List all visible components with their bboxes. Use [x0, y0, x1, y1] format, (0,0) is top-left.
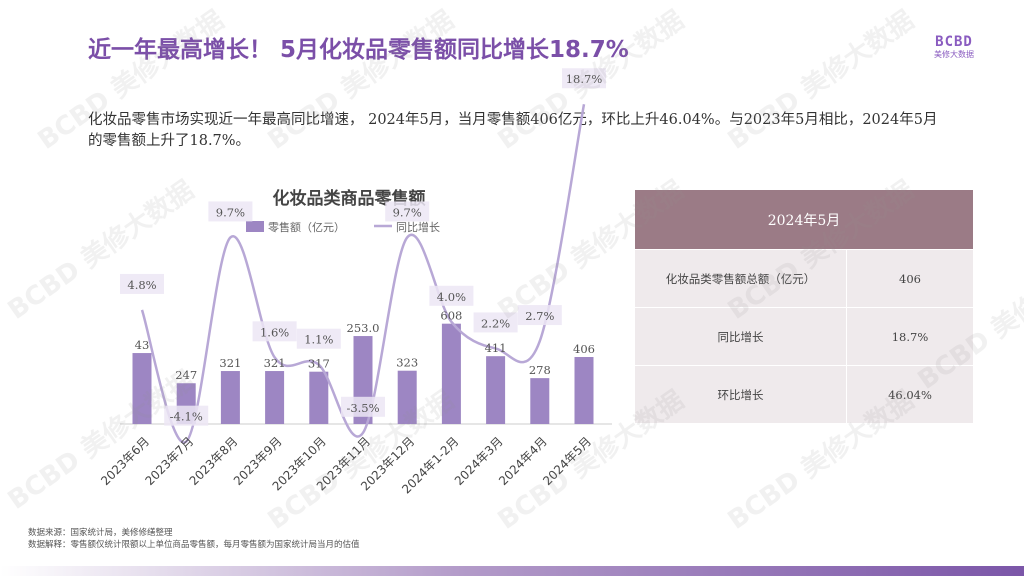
- line-label-box: [385, 201, 430, 222]
- logo-mark: BCBD: [935, 34, 973, 50]
- line-value-label: 2.7%: [525, 309, 554, 323]
- line-label-box: [208, 201, 253, 222]
- line-value-label: 1.1%: [304, 333, 333, 347]
- table-row-value: 18.7%: [846, 307, 974, 366]
- line-value-label: -3.5%: [346, 401, 379, 415]
- data-explanation-note: 数据解释：零售额仅统计限额以上单位商品零售额，每月零售额为国家统计局当月的估值: [28, 540, 360, 550]
- line-label-box: [120, 273, 164, 294]
- table-row-value: 406: [846, 249, 974, 308]
- line-value-label: 4.8%: [127, 278, 156, 292]
- bar: [265, 371, 285, 424]
- line-label-box: [562, 68, 606, 89]
- summary-table: 2024年5月 化妆品类零售额总额（亿元） 406 同比增长 18.7% 环比增…: [634, 189, 974, 424]
- bar-value-label: 321: [264, 356, 286, 370]
- legend-bar-swatch: [246, 221, 264, 232]
- legend-line-label: 同比增长: [396, 220, 440, 234]
- table-row-value: 46.04%: [846, 365, 974, 424]
- line-label-box: [517, 305, 562, 326]
- bar: [220, 371, 240, 424]
- table-row-label: 化妆品类零售额总额（亿元）: [634, 249, 847, 308]
- line-value-label: 9.7%: [393, 205, 422, 219]
- line-label-box: [296, 328, 341, 349]
- logo-subtitle: 美修大数据: [934, 50, 974, 59]
- page-title: 近一年最高增长！ 5月化妆品零售额同比增长18.7%: [88, 37, 629, 63]
- line-value-label: 18.7%: [566, 72, 603, 86]
- table-row: 同比增长 18.7%: [634, 307, 974, 366]
- bar-value-label: 43: [135, 338, 150, 352]
- intro-paragraph: 化妆品零售市场实现近一年最高同比增速， 2024年5月，当月零售额406亿元，环…: [88, 112, 938, 149]
- brand-logo: BCBD 美修大数据: [926, 34, 982, 60]
- bar-value-label: 411: [485, 341, 507, 355]
- line-value-label: 2.2%: [481, 316, 510, 330]
- bar: [397, 370, 417, 424]
- bar-value-label: 323: [396, 356, 418, 370]
- table-row-label: 同比增长: [634, 307, 847, 366]
- bar-value-label: 317: [308, 357, 330, 371]
- bar: [309, 371, 329, 424]
- line-label-box: [164, 405, 209, 426]
- line-value-label: 4.0%: [437, 290, 466, 304]
- table-row-label: 环比增长: [634, 365, 847, 424]
- bar-value-label: 608: [440, 309, 462, 323]
- legend-bar-label: 零售额（亿元）: [268, 220, 345, 234]
- line-value-label: 1.6%: [260, 325, 289, 339]
- line-label-box: [429, 285, 474, 306]
- bar: [132, 353, 152, 424]
- bar: [574, 357, 594, 424]
- bar: [486, 356, 506, 424]
- bar: [441, 323, 461, 424]
- footnotes: 数据来源：国家统计局，美修修缮整理 数据解释：零售额仅统计限额以上单位商品零售额…: [28, 527, 360, 551]
- line-value-label: 9.7%: [216, 205, 245, 219]
- line-value-label: -4.1%: [170, 410, 203, 424]
- table-header: 2024年5月: [634, 189, 974, 250]
- line-label-box: [252, 321, 297, 342]
- bar-value-label: 278: [529, 363, 551, 377]
- line-label-box: [341, 396, 385, 417]
- yoy-growth-line: [140, 104, 586, 444]
- bar-value-label: 406: [573, 342, 595, 356]
- bar-value-label: 253.0: [347, 321, 380, 335]
- x-tick-label: 2024年5月: [540, 434, 594, 488]
- bar-value-label: 321: [219, 356, 241, 370]
- bar-value-label: 247: [175, 368, 197, 382]
- table-row: 化妆品类零售额总额（亿元） 406: [634, 249, 974, 308]
- line-label-box: [473, 312, 518, 333]
- bar: [530, 378, 550, 424]
- table-row: 环比增长 46.04%: [634, 365, 974, 424]
- bottom-gradient-bar: [0, 566, 1024, 576]
- data-source-note: 数据来源：国家统计局，美修修缮整理: [28, 528, 173, 538]
